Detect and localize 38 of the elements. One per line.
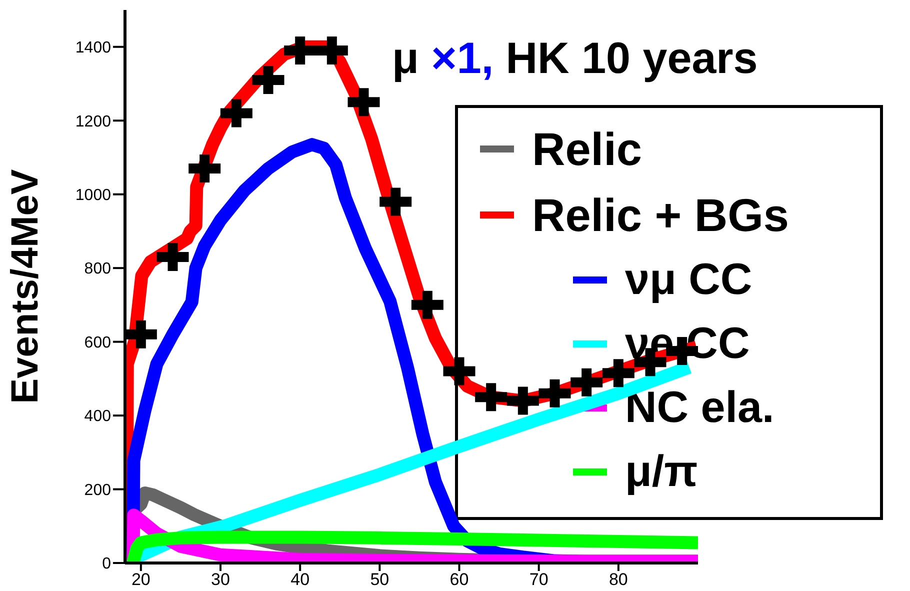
y-tick-label: 600 [84,334,112,352]
x-tick-label: 20 [131,570,150,590]
legend-label: νμ CC [625,255,752,305]
legend-label: NC ela. [625,383,774,433]
y-axis-title: Events/4MeV [4,168,46,404]
x-tick-label: 50 [370,570,390,590]
y-tick-label: 0 [102,556,112,573]
point [125,320,157,348]
x-tick-label: 80 [608,570,628,590]
x-tick-label: 40 [290,570,310,590]
point [252,66,284,94]
legend-label: Relic + BGs [532,188,789,242]
legend-label: Relic [532,122,642,176]
annotation: μ ×1, HK 10 years [392,34,758,83]
x-tick-label: 70 [529,570,548,590]
point [475,383,508,412]
y-tick-label: 1200 [75,113,112,130]
legend-label: μ/π [625,447,698,497]
point [316,36,348,65]
point [602,359,634,388]
point [380,188,412,216]
point [443,357,476,386]
x-tick-label: 60 [450,570,469,590]
x-tick-label: 30 [211,570,230,590]
y-tick-label: 1000 [75,187,112,204]
point [538,379,571,408]
point [156,243,189,272]
y-tick-label: 200 [84,482,112,499]
point [220,99,252,128]
y-tick-label: 1400 [75,40,112,57]
point [348,88,380,116]
point [188,154,221,183]
y-tick-label: 800 [84,260,112,278]
point [570,368,603,396]
point [284,36,316,65]
point [506,386,539,415]
y-tick-label: 400 [84,408,112,426]
point [411,290,444,319]
